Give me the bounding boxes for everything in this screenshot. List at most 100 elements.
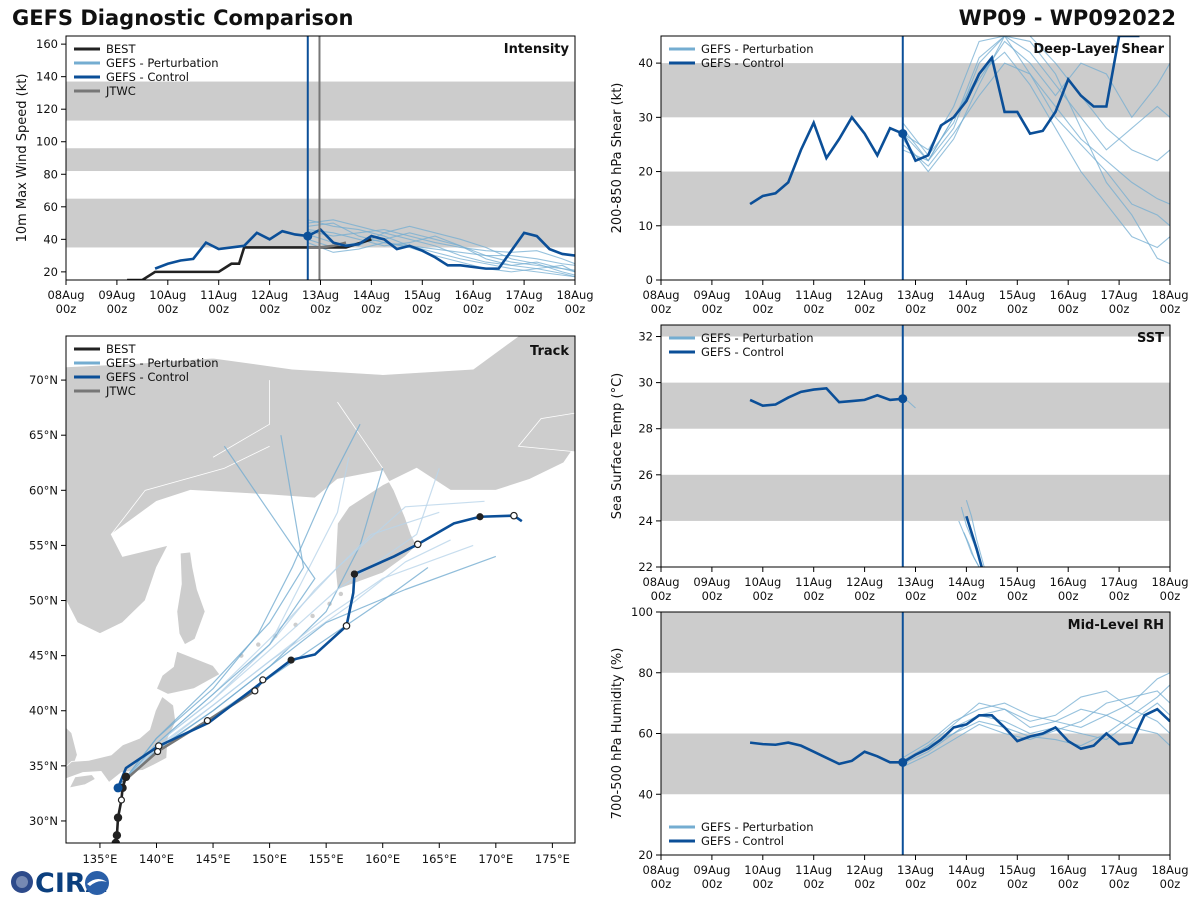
track-xtick-label: 140°E [139, 852, 174, 866]
border-line [212, 380, 271, 458]
track-xtick-label: 155°E [309, 852, 344, 866]
rh-xtick-label: 17Aug [1101, 863, 1138, 877]
track-best-marker [121, 772, 131, 782]
intensity-panel-title: Intensity [504, 42, 570, 57]
rh-ytick-label: 60 [638, 727, 653, 741]
rh-xtick-label: 18Aug [1151, 863, 1188, 877]
sst-xtick-label: 00z [854, 589, 875, 603]
intensity-xtick-label: 00z [412, 302, 433, 316]
noaa-globe-icon [85, 871, 109, 895]
sst-xtick-label: 00z [651, 589, 672, 603]
shear-xtick-label: 18Aug [1151, 288, 1188, 302]
rh-init-point [898, 757, 908, 767]
rh-series-perturbation [902, 690, 1170, 768]
rh-legend-label: GEFS - Perturbation [701, 820, 814, 834]
sst-xtick-label: 08Aug [642, 575, 679, 589]
shear-xtick-label: 16Aug [1050, 288, 1087, 302]
hokkaido-landmass [155, 650, 221, 695]
border-line [337, 401, 384, 469]
shear-chart: 08Aug00z09Aug00z10Aug00z11Aug00z12Aug00z… [610, 35, 1189, 316]
intensity-init-point [303, 231, 313, 241]
track-best-marker [112, 831, 122, 840]
shear-xtick-label: 08Aug [642, 288, 679, 302]
intensity-xtick-label: 13Aug [302, 288, 339, 302]
border-line [110, 445, 270, 535]
sst-legend-label: GEFS - Perturbation [701, 331, 814, 345]
sst-ytick-label: 22 [638, 560, 653, 574]
shear-band [661, 171, 1170, 226]
track-legend-label: GEFS - Perturbation [106, 356, 219, 370]
rh-xtick-label: 00z [803, 877, 824, 891]
shikoku-landmass [68, 774, 97, 789]
track-ytick-label: 55°N [29, 538, 58, 552]
rh-xtick-label: 15Aug [999, 863, 1036, 877]
sst-series-perturbation [963, 532, 980, 567]
rh-xtick-label: 00z [956, 877, 977, 891]
sst-xtick-label: 00z [702, 589, 723, 603]
kyushu-landmass [43, 779, 63, 810]
shear-xtick-label: 10Aug [744, 288, 781, 302]
shear-xtick-label: 00z [1109, 302, 1130, 316]
sst-xtick-label: 00z [1007, 589, 1028, 603]
sst-ytick-label: 24 [638, 514, 653, 528]
sst-series-control [749, 387, 903, 407]
shear-xtick-label: 17Aug [1101, 288, 1138, 302]
sst-chart: 08Aug00z09Aug00z10Aug00z11Aug00z12Aug00z… [610, 324, 1189, 603]
track-control-marker-open [342, 622, 351, 630]
rh-xtick-label: 12Aug [846, 863, 883, 877]
rh-chart: 08Aug00z09Aug00z10Aug00z11Aug00z12Aug00z… [610, 605, 1189, 891]
rh-band [661, 612, 1170, 673]
intensity-ytick-label: 20 [43, 265, 58, 279]
shear-xtick-label: 00z [803, 302, 824, 316]
intensity-band [66, 148, 575, 172]
shear-legend-label: GEFS - Control [701, 56, 784, 70]
shear-xtick-label: 00z [651, 302, 672, 316]
shear-ytick-label: 0 [646, 273, 653, 287]
track-series-control [116, 514, 523, 789]
rh-legend-label: GEFS - Control [701, 834, 784, 848]
intensity-legend-label: BEST [106, 42, 136, 56]
sst-ytick-label: 30 [638, 376, 653, 390]
sakhalin-landmass [176, 551, 206, 646]
track-xtick-label: 175°E [535, 852, 570, 866]
shear-init-point [898, 129, 908, 139]
shear-xtick-label: 00z [956, 302, 977, 316]
track-xtick-label: 150°E [252, 852, 287, 866]
intensity-xtick-label: 11Aug [200, 288, 237, 302]
track-xtick-label: 170°E [478, 852, 513, 866]
rh-xtick-label: 00z [1007, 877, 1028, 891]
cira-globe-icon [11, 871, 33, 893]
track-legend-label: GEFS - Control [106, 370, 189, 384]
rh-xtick-label: 10Aug [744, 863, 781, 877]
rh-ylabel: 700-500 hPa Humidity (%) [610, 648, 625, 820]
intensity-xtick-label: 09Aug [98, 288, 135, 302]
cira-logo: CIRA [11, 868, 109, 898]
track-best-marker [113, 813, 123, 822]
sst-xtick-label: 00z [1058, 589, 1079, 603]
sst-panel-title: SST [1137, 331, 1164, 346]
sst-xtick-label: 00z [956, 589, 977, 603]
intensity-ytick-label: 40 [43, 232, 58, 246]
rh-series-control [749, 707, 1170, 766]
alaska-landmass [517, 412, 575, 453]
rh-ytick-label: 80 [638, 666, 653, 680]
intensity-band [66, 81, 575, 121]
track-jtwc-marker [259, 676, 267, 684]
sst-xtick-label: 11Aug [795, 575, 832, 589]
intensity-ylabel: 10m Max Wind Speed (kt) [15, 74, 30, 243]
sst-xtick-label: 00z [1160, 589, 1181, 603]
shear-xtick-label: 00z [752, 302, 773, 316]
noaa-bird-icon [87, 878, 107, 886]
track-jtwc-marker [154, 747, 162, 756]
mainland-landmass [66, 336, 575, 635]
intensity-series-perturbation [307, 219, 575, 278]
shear-xtick-label: 15Aug [999, 288, 1036, 302]
track-legend-label: BEST [106, 342, 136, 356]
track-xtick-label: 165°E [422, 852, 457, 866]
sst-series-perturbation [965, 499, 985, 567]
track-control-marker [287, 656, 295, 664]
intensity-legend-label: GEFS - Perturbation [106, 56, 219, 70]
shear-xtick-label: 14Aug [948, 288, 985, 302]
sst-band [661, 382, 1170, 429]
rh-xtick-label: 00z [651, 877, 672, 891]
